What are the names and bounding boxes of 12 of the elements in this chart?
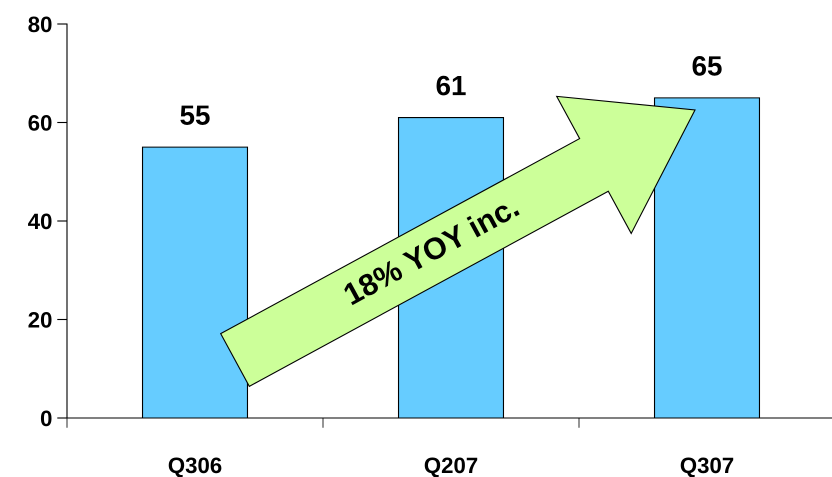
x-tick-label: Q207: [424, 457, 478, 477]
y-tick-label: 20: [28, 312, 52, 328]
data-label: 65: [692, 56, 722, 76]
y-tick-label: 60: [28, 115, 52, 131]
annotation: 18% YOY inc.: [342, 194, 520, 306]
y-tick-label: 40: [28, 214, 52, 230]
x-tick-label: Q306: [168, 457, 222, 477]
data-label: 55: [180, 106, 210, 125]
y-tick-label: 0: [40, 410, 52, 426]
x-tick-label: Q307: [680, 457, 734, 477]
y-tick-label: 80: [28, 16, 52, 32]
data-label: 61: [436, 76, 466, 96]
